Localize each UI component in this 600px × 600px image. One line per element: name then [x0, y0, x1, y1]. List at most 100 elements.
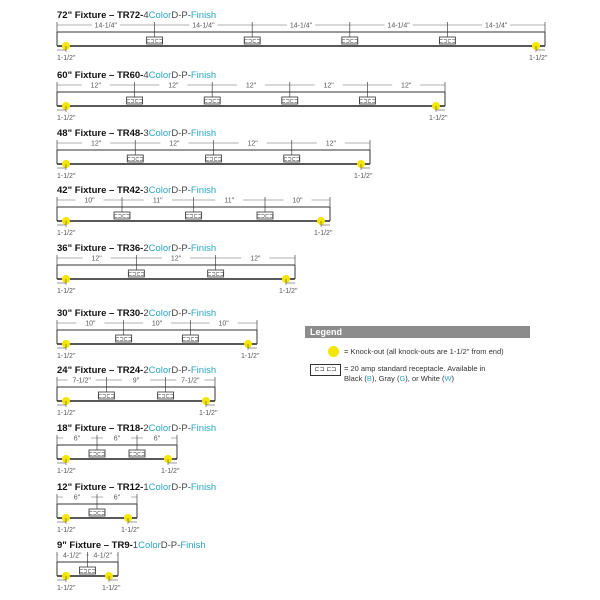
receptacle-icon	[79, 566, 96, 575]
receptacle-icon	[146, 36, 164, 45]
fixture-title: 36" Fixture – TR36-2ColorD-P-Finish	[57, 243, 217, 254]
dimension-label-bg	[122, 376, 150, 383]
dimension-label-bg	[314, 81, 343, 88]
end-dimension-label: 1-1/2"	[279, 288, 298, 295]
dimension-label-bg	[88, 551, 117, 558]
dimension-label: 11"	[224, 198, 234, 205]
dimension-label-bg	[76, 319, 105, 326]
receptacle-glyph: ⊏⊐⊏⊐	[129, 452, 146, 458]
fixture-0: 14-1/4" 14-1/4" 14-1/4" 14-1/4" 14-1/4" ⊏⊐⊏⊐ ⊏…	[56, 21, 548, 62]
receptacle-glyph: ⊏⊐⊏⊐	[257, 214, 274, 220]
dimension-label-bg	[63, 434, 91, 441]
dimension-label: 12"	[168, 83, 179, 90]
fixture-title: 24" Fixture – TR24-2ColorD-P-Finish	[57, 365, 217, 376]
receptacle-legend-icon: ⊏⊐ ⊏⊐	[310, 364, 341, 376]
dimension-label: 10"	[152, 321, 163, 328]
receptacle-icon	[88, 449, 106, 458]
dimension-label-bg	[103, 434, 131, 441]
dimension-label: 12"	[171, 256, 182, 263]
receptacle-icon	[205, 154, 222, 163]
receptacle-icon	[358, 96, 376, 105]
dimension-label-bg	[91, 21, 120, 28]
end-dimension-label: 1-1/2"	[57, 410, 76, 417]
fixture-9: 4-1/2" 4-1/2" ⊏⊐⊏⊐ 1-1/2" 1-1/2"	[56, 551, 121, 592]
dimension-label-bg	[82, 254, 111, 261]
dimension-label-bg	[160, 139, 189, 146]
dimension-label: 6"	[114, 436, 121, 443]
fixture-title: 60" Fixture – TR60-4ColorD-P-Finish	[57, 70, 217, 81]
end-dimension-label: 1-1/2"	[57, 173, 76, 180]
end-dimension-label: 1-1/2"	[57, 288, 76, 295]
dimension-label: 14-1/4"	[387, 23, 410, 30]
dimension-label-bg	[283, 196, 312, 203]
dimension-label: 14-1/4"	[485, 23, 508, 30]
dimension-label: 10"	[219, 321, 230, 328]
receptacle-glyph: ⊏⊐⊏⊐	[114, 214, 131, 220]
fixture-6: 7-1/2" 9" 7-1/2" ⊏⊐⊏⊐ ⊏⊐⊏⊐ 1-1/2" 1-1/2"	[56, 376, 218, 417]
dimension-label: 4-1/2"	[94, 553, 113, 560]
dimension-label-bg	[238, 139, 267, 146]
dimension-label-bg	[392, 81, 421, 88]
end-dimension-label: 1-1/2"	[102, 585, 121, 592]
fixture-4: 12" 12" 12" ⊏⊐⊏⊐ ⊏⊐⊏⊐ 1-1/2" 1-1/2"	[56, 254, 298, 295]
receptacle-icon	[126, 96, 143, 105]
receptacle-icon	[438, 36, 456, 45]
receptacle-glyph: ⊏⊐⊏⊐	[89, 511, 106, 517]
dimension-label-bg	[75, 196, 104, 203]
dimension-label: 6"	[74, 495, 81, 502]
dimension-label: 6"	[154, 436, 161, 443]
receptacle-glyph: ⊏⊐⊏⊐	[126, 99, 143, 105]
dimension-label: 12"	[246, 83, 257, 90]
receptacle-icon	[113, 211, 131, 220]
receptacle-icon	[341, 36, 359, 45]
end-dimension-label: 1-1/2"	[57, 353, 76, 360]
receptacle-icon	[126, 154, 144, 163]
receptacle-glyph: ⊏⊐⊏⊐	[89, 452, 106, 458]
dimension-label: 10"	[292, 198, 303, 205]
fixture-7: 6" 6" 6" ⊏⊐⊏⊐ ⊏⊐⊏⊐ 1-1/2" 1-1/2"	[56, 434, 180, 475]
receptacle-icon	[185, 211, 202, 220]
dimension-label-bg	[143, 319, 171, 326]
end-dimension-label: 1-1/2"	[241, 353, 260, 360]
receptacle-icon	[281, 96, 299, 105]
dimension-label: 6"	[74, 436, 81, 443]
dimension-label: 10"	[84, 198, 95, 205]
end-dimension-label: 1-1/2"	[57, 230, 76, 237]
end-dimension-label: 1-1/2"	[57, 527, 76, 534]
fixture-title: 72" Fixture – TR72-4ColorD-P-Finish	[57, 10, 217, 21]
dimension-label: 14-1/4"	[290, 23, 313, 30]
receptacle-glyph: ⊏⊐⊏⊐	[205, 157, 222, 163]
fixture-1: 12" 12" 12" 12" 12" ⊏⊐⊏⊐ ⊏⊐⊏⊐ ⊏⊐⊏⊐ ⊏⊐⊏⊐ 1-1/2" 1-1…	[56, 81, 448, 122]
receptacle-glyph: ⊏⊐⊏⊐	[244, 39, 261, 45]
receptacle-icon	[203, 96, 221, 105]
dimension-label: 12"	[323, 83, 334, 90]
fixture-5: 10" 10" 10" ⊏⊐⊏⊐ ⊏⊐⊏⊐ 1-1/2" 1-1/2"	[56, 319, 260, 360]
dimension-label-bg	[215, 196, 244, 203]
dimension-label-bg	[143, 196, 172, 203]
fixture-8: 6" 6" ⊏⊐⊏⊐ 1-1/2" 1-1/2"	[56, 493, 140, 534]
end-dimension-label: 1-1/2"	[354, 173, 373, 180]
receptacle-glyph: ⊏⊐⊏⊐	[439, 39, 456, 45]
receptacle-glyph: ⊏⊐⊏⊐	[146, 39, 163, 45]
end-dimension-label: 1-1/2"	[429, 115, 448, 122]
dimension-label: 12"	[401, 83, 412, 90]
end-dimension-label: 1-1/2"	[57, 468, 76, 475]
dimension-label: 7-1/2"	[181, 378, 200, 385]
dimension-label: 12"	[91, 141, 102, 148]
receptacle-icon	[97, 391, 115, 400]
end-dimension-label: 1-1/2"	[57, 55, 76, 62]
receptacle-icon	[127, 269, 145, 278]
receptacle-icon	[243, 36, 261, 45]
receptacle-legend-text: = 20 amp standard receptacle. Available …	[344, 364, 485, 384]
fixture-title: 12" Fixture – TR12-1ColorD-P-Finish	[57, 482, 217, 493]
receptacle-glyph: ⊏⊐⊏⊐	[359, 99, 376, 105]
dimension-label: 7-1/2"	[72, 378, 91, 385]
dimension-label-bg	[58, 551, 87, 558]
receptacle-icon	[256, 211, 274, 220]
fixture-title: 18" Fixture – TR18-2ColorD-P-Finish	[57, 423, 217, 434]
dimension-label: 10"	[85, 321, 96, 328]
end-dimension-label: 1-1/2"	[529, 55, 548, 62]
receptacle-icon	[128, 449, 146, 458]
fixture-title: 48" Fixture – TR48-3ColorD-P-Finish	[57, 128, 217, 139]
